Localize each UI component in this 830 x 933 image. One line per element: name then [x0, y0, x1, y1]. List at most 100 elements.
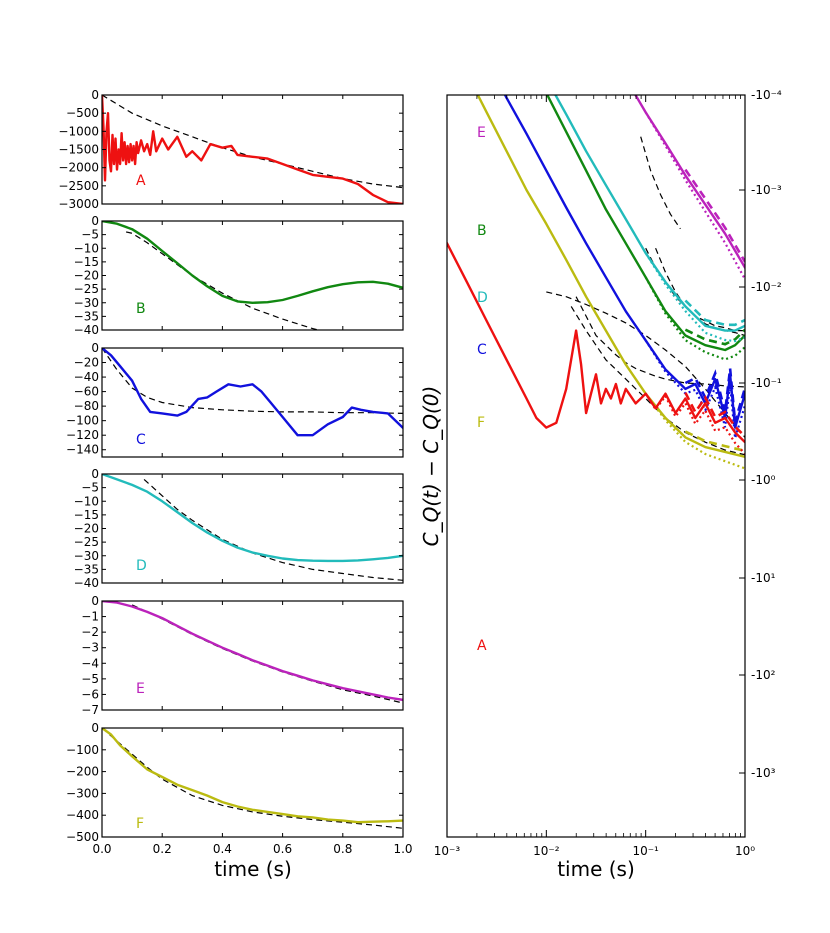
axes-frame-main: [446, 94, 746, 838]
ytick-label: −6: [81, 687, 99, 701]
fit-line-F: [102, 728, 403, 829]
xtick-label-main: 10⁻²: [533, 844, 560, 858]
fit-line-B: [125, 231, 319, 330]
ytick-label: −120: [66, 428, 99, 442]
ytick-label-right: -10⁻¹: [751, 376, 782, 390]
dashed-line-E: [684, 168, 745, 263]
ytick-label: −30: [74, 296, 99, 310]
xtick-label: 0.0: [92, 842, 111, 856]
ytick-label: 0: [91, 341, 99, 355]
axes-frame-E: [101, 600, 404, 711]
x-axis-label-left: time (s): [214, 857, 292, 881]
ytick-label: −35: [74, 562, 99, 576]
xtick-label: 0.8: [333, 842, 352, 856]
axes-frame-D: [101, 473, 404, 584]
series-label-D: D: [136, 558, 147, 574]
ytick-label: −25: [74, 535, 99, 549]
panel-E: 0 −1−2 −3−4 −5−6 −7 E: [81, 594, 404, 717]
series-label-B: B: [136, 301, 146, 317]
ytick-label: −20: [74, 356, 99, 370]
ytick-label: −500: [66, 830, 99, 844]
ytick-label: −100: [66, 414, 99, 428]
ytick-label: −500: [66, 106, 99, 120]
panel-C: 0−20−40−60−80−100−120−140 C: [66, 341, 404, 458]
ytick-label: −5: [81, 672, 99, 686]
xtick-label-main: 10⁻³: [434, 844, 461, 858]
ytick-label: −7: [81, 703, 99, 717]
main-series-label-A: A: [477, 638, 487, 654]
fit-line-D: [143, 478, 403, 581]
ytick-label: −200: [66, 765, 99, 779]
ytick-label-right: -10⁻³: [751, 183, 782, 197]
ytick-label: −40: [74, 370, 99, 384]
panel-A: 0 −500 −1000 −1500 −2000 −2500 −3000 A: [58, 88, 404, 211]
main-series-label-F: F: [477, 415, 485, 431]
dashed-line-F: [684, 430, 745, 453]
ytick-label: −35: [74, 309, 99, 323]
ytick-label: −15: [74, 255, 99, 269]
ytick-label: −20: [74, 269, 99, 283]
ytick-label: −80: [74, 399, 99, 413]
dotted-line-B: [644, 276, 745, 361]
xtick-label: 0.6: [273, 842, 292, 856]
xtick-label: 0.4: [213, 842, 232, 856]
fit-line-main: [575, 296, 745, 388]
ytick-label: −1000: [58, 124, 99, 138]
ytick-label: −1: [81, 610, 99, 624]
dotted-line-D: [644, 252, 745, 343]
series-line-B: [102, 221, 403, 304]
axes-frame-A: [101, 94, 404, 205]
dashed-line-B: [684, 328, 745, 346]
ytick-label-right: -10²: [751, 668, 776, 682]
ytick-label: −25: [74, 282, 99, 296]
ytick-label: −140: [66, 443, 99, 457]
xtick-label: 0.2: [153, 842, 172, 856]
ytick-label: −40: [74, 576, 99, 590]
panel-D: 0−5−10−15−20−25−30−35−40 D: [74, 467, 404, 590]
axes-frame-C: [101, 347, 404, 458]
main-line-B: [545, 95, 745, 352]
fit-line-C: [102, 348, 403, 414]
series-line-C: [102, 348, 403, 437]
fit-line-main: [640, 136, 681, 230]
ytick-label: −2: [81, 625, 99, 639]
series-label-A: A: [136, 173, 146, 189]
series-label-C: C: [136, 432, 146, 448]
series-line-D: [102, 474, 403, 563]
series-line-E: [102, 601, 403, 702]
main-line-C: [503, 95, 745, 429]
axes-frame-F: [101, 727, 404, 838]
ytick-label: −10: [74, 241, 99, 255]
main-series-label-E: E: [477, 125, 486, 141]
ytick-label: −5: [81, 481, 99, 495]
ytick-label: −2500: [58, 179, 99, 193]
series-line-A: [102, 95, 403, 204]
ytick-label: 0: [91, 721, 99, 735]
main-series-label-C: C: [477, 342, 487, 358]
series-line-F: [102, 728, 403, 824]
ytick-label: −400: [66, 808, 99, 822]
ytick-label-right: -10³: [751, 766, 776, 780]
ytick-label: −1500: [58, 143, 99, 157]
dotted-line-F: [644, 393, 745, 470]
ytick-label: −300: [66, 786, 99, 800]
main-line-D: [554, 95, 745, 332]
xtick-label: 1.0: [393, 842, 412, 856]
ytick-label: −4: [81, 656, 99, 670]
fit-line-A: [102, 95, 403, 189]
ytick-label: −3: [81, 641, 99, 655]
xtick-label-main: 10⁰: [735, 844, 755, 858]
fit-line-main: [546, 291, 745, 438]
ytick-label: −20: [74, 522, 99, 536]
ytick-label: −100: [66, 743, 99, 757]
ytick-label-right: -10⁻²: [751, 280, 782, 294]
series-label-F: F: [136, 816, 144, 832]
ytick-label: 0: [91, 594, 99, 608]
xtick-label-main: 10⁻¹: [632, 844, 659, 858]
ytick-label: 0: [91, 88, 99, 102]
dashed-line-D: [684, 299, 745, 327]
ytick-label: 0: [91, 467, 99, 481]
main-line-A: [447, 242, 745, 444]
